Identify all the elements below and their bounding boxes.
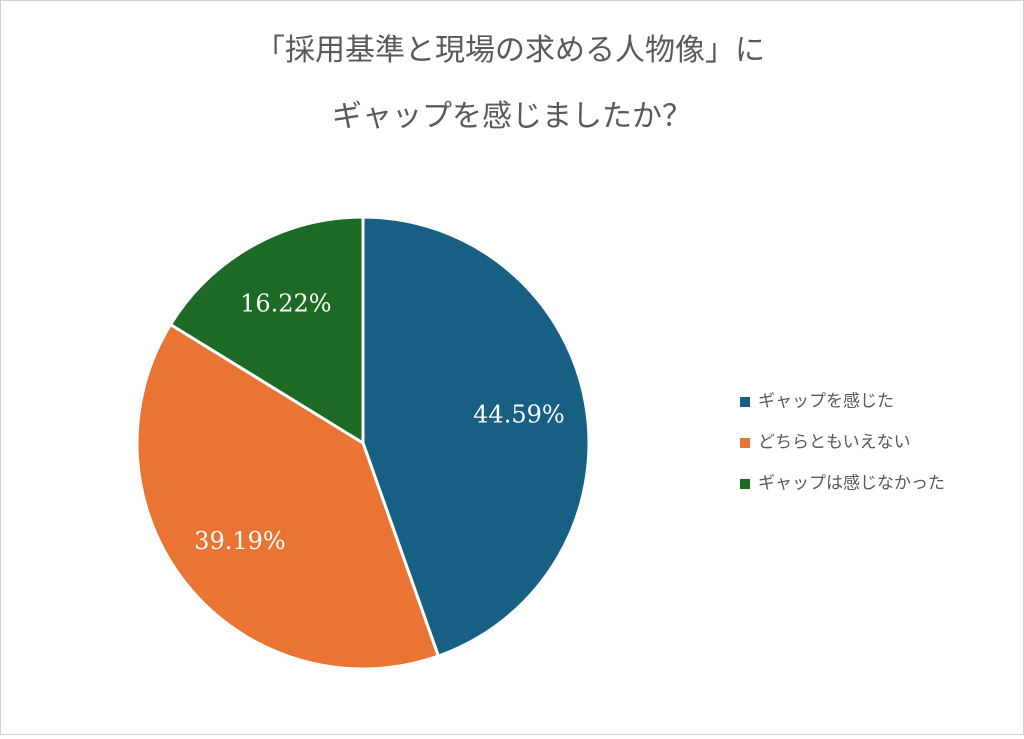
pie-slice bbox=[168, 215, 365, 446]
legend-label: ギャップを感じた bbox=[758, 392, 894, 412]
legend-swatch bbox=[740, 438, 750, 448]
legend-swatch bbox=[740, 479, 750, 489]
legend-swatch bbox=[740, 397, 750, 407]
data-label: 39.19% bbox=[194, 527, 286, 555]
pie-slice bbox=[135, 322, 441, 671]
data-label: 16.22% bbox=[240, 289, 332, 317]
data-label: 44.59% bbox=[473, 401, 565, 429]
pie-slice bbox=[361, 215, 591, 658]
chart-title: 「採用基準と現場の求める人物像」に bbox=[255, 33, 765, 68]
chart-title: ギャップを感じましたか？ bbox=[332, 99, 692, 134]
legend-label: ギャップは感じなかった bbox=[758, 474, 945, 494]
legend-label: どちらともいえない bbox=[758, 433, 911, 453]
